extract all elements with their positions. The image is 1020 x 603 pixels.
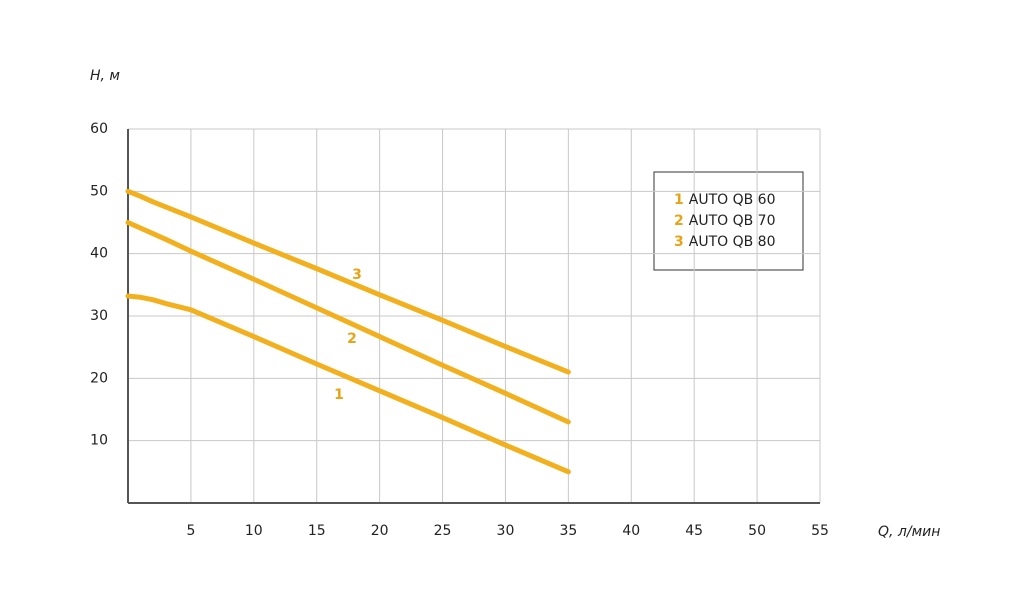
legend-label: AUTO QB 80	[689, 234, 776, 250]
series-line	[125, 188, 571, 375]
y-tick-label: 50	[90, 183, 108, 199]
x-tick-label: 35	[559, 523, 577, 539]
line-label: 1	[334, 387, 344, 403]
y-tick-label: 20	[90, 370, 108, 386]
legend-label: AUTO QB 70	[689, 213, 776, 229]
legend-number: 2	[674, 213, 684, 229]
x-tick-label: 30	[497, 523, 515, 539]
legend-number: 1	[674, 192, 684, 208]
series-line	[125, 293, 571, 475]
series-line	[125, 220, 571, 425]
x-tick-label: 45	[685, 523, 703, 539]
y-tick-label: 30	[90, 308, 108, 324]
y-axis-label: H, м	[90, 68, 120, 84]
x-tick-label: 40	[622, 523, 640, 539]
y-tick-label: 60	[90, 121, 108, 137]
x-tick-label: 5	[186, 523, 195, 539]
line-label: 2	[347, 331, 357, 347]
line-label: 3	[352, 267, 362, 283]
x-tick-label: 25	[434, 523, 452, 539]
y-tick-label: 40	[90, 246, 108, 262]
y-tick-label: 10	[90, 433, 108, 449]
x-tick-label: 10	[245, 523, 263, 539]
x-axis-label: Q, л/мин	[878, 524, 940, 540]
legend-entry: 1 AUTO QB 60	[674, 192, 775, 208]
x-tick-label: 20	[371, 523, 389, 539]
legend-entry: 2 AUTO QB 70	[674, 213, 775, 229]
x-tick-label: 15	[308, 523, 326, 539]
legend-number: 3	[674, 234, 684, 250]
legend-entry: 3 AUTO QB 80	[674, 234, 775, 250]
x-tick-label: 50	[748, 523, 766, 539]
x-tick-label: 55	[811, 523, 829, 539]
legend-label: AUTO QB 60	[689, 192, 776, 208]
